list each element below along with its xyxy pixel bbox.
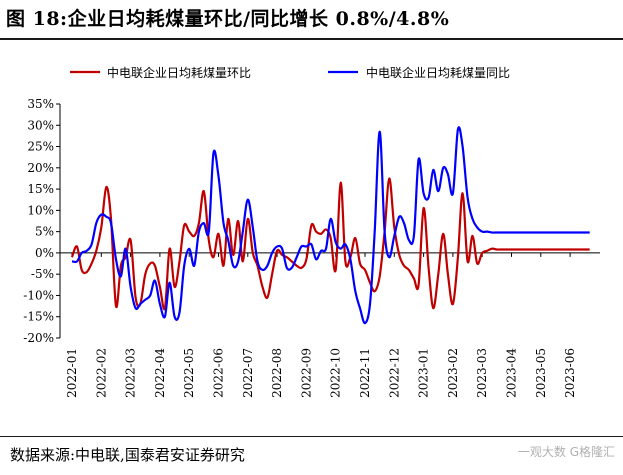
y-tick-label: 25%	[27, 140, 54, 154]
x-tick-label: 2023-04	[505, 348, 519, 398]
series-line-mom	[70, 177, 590, 311]
x-tick-label: 2022-05	[182, 348, 196, 398]
x-tick-label: 2022-10	[329, 348, 343, 398]
x-tick-label: 2023-01	[417, 348, 431, 398]
y-tick-label: -5%	[31, 267, 54, 281]
y-tick-label: 30%	[27, 118, 54, 132]
y-tick-label: -15%	[23, 310, 54, 324]
legend-label-mom: 中电联企业日均耗煤量环比	[107, 65, 251, 80]
y-tick-label: 10%	[27, 203, 54, 217]
chart-title: 图 18:企业日均耗煤量环比/同比增长 0.8%/4.8%	[6, 8, 450, 30]
x-tick-label: 2023-05	[534, 348, 548, 398]
x-tick-label: 2022-02	[94, 348, 108, 398]
watermark-logo: 一观大数 G格隆汇	[517, 445, 615, 459]
title-divider	[0, 38, 623, 40]
y-tick-label: -20%	[23, 331, 54, 345]
x-tick-label: 2022-06	[212, 348, 226, 398]
y-tick-label: 15%	[27, 182, 54, 196]
y-tick-label: 20%	[27, 161, 54, 175]
source-divider	[0, 436, 623, 437]
y-tick-label: -10%	[23, 288, 54, 302]
x-tick-label: 2023-06	[563, 348, 577, 398]
y-tick-label: 5%	[35, 225, 54, 239]
series-line-yoy	[71, 126, 590, 325]
series-layer	[70, 126, 590, 325]
x-tick-label: 2022-09	[299, 348, 313, 398]
y-tick-label: 35%	[27, 97, 54, 111]
x-tick-label: 2022-12	[387, 348, 401, 398]
x-tick-label: 2022-04	[153, 348, 167, 398]
legend-label-yoy: 中电联企业日均耗煤量同比	[366, 65, 510, 80]
x-tick-label: 2022-07	[241, 348, 255, 398]
x-tick-label: 2022-03	[124, 348, 138, 398]
y-tick-label: 0%	[35, 246, 54, 260]
source-note: 数据来源:中电联,国泰君安证券研究	[10, 446, 245, 464]
x-tick-label: 2022-01	[65, 348, 79, 398]
x-tick-label: 2022-11	[358, 348, 372, 398]
x-tick-label: 2023-02	[446, 348, 460, 398]
x-tick-label: 2023-03	[475, 348, 489, 398]
axes: 35% 30% 25% 20% 15% 10% 5% 0% -5% -10% -15% -20% 202…	[23, 97, 600, 398]
x-tick-label: 2022-08	[270, 348, 284, 398]
legend: 中电联企业日均耗煤量环比 中电联企业日均耗煤量同比	[70, 65, 510, 80]
